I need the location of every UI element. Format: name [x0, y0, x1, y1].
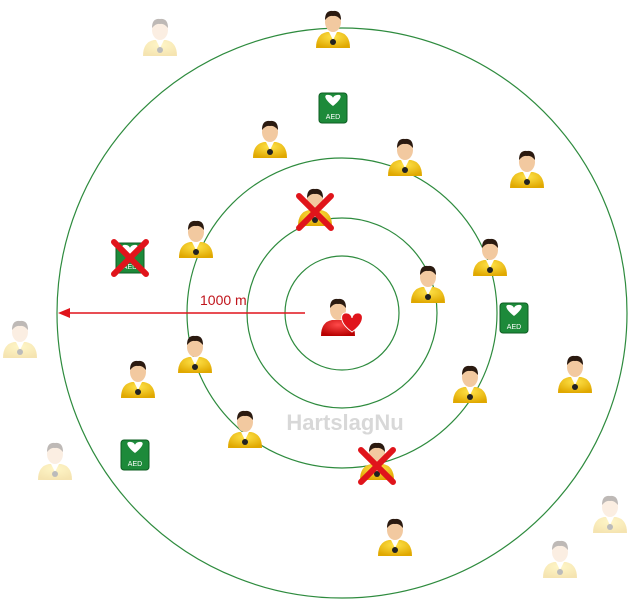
responder — [473, 239, 507, 276]
watermark: HartslagNu — [286, 410, 403, 435]
responder — [228, 411, 262, 448]
distant-responder — [543, 541, 577, 578]
responder — [510, 151, 544, 188]
responder — [388, 139, 422, 176]
victim — [321, 299, 362, 336]
diagram: HartslagNu 1000 m AEDAEDAEDAED — [0, 0, 630, 608]
responder — [179, 221, 213, 258]
responder — [178, 336, 212, 373]
aed-label: AED — [128, 461, 142, 468]
responder — [316, 11, 350, 48]
distant-responder — [593, 496, 627, 533]
arrow-head — [58, 308, 70, 318]
aed-label: AED — [507, 324, 521, 331]
responder — [558, 356, 592, 393]
distance-label: 1000 m — [200, 292, 247, 308]
distant-responder — [38, 443, 72, 480]
responder — [253, 121, 287, 158]
responder — [378, 519, 412, 556]
responder — [411, 266, 445, 303]
aed-label: AED — [326, 114, 340, 121]
responder — [121, 361, 155, 398]
responder — [453, 366, 487, 403]
distant-responder — [3, 321, 37, 358]
distant-responder — [143, 19, 177, 56]
